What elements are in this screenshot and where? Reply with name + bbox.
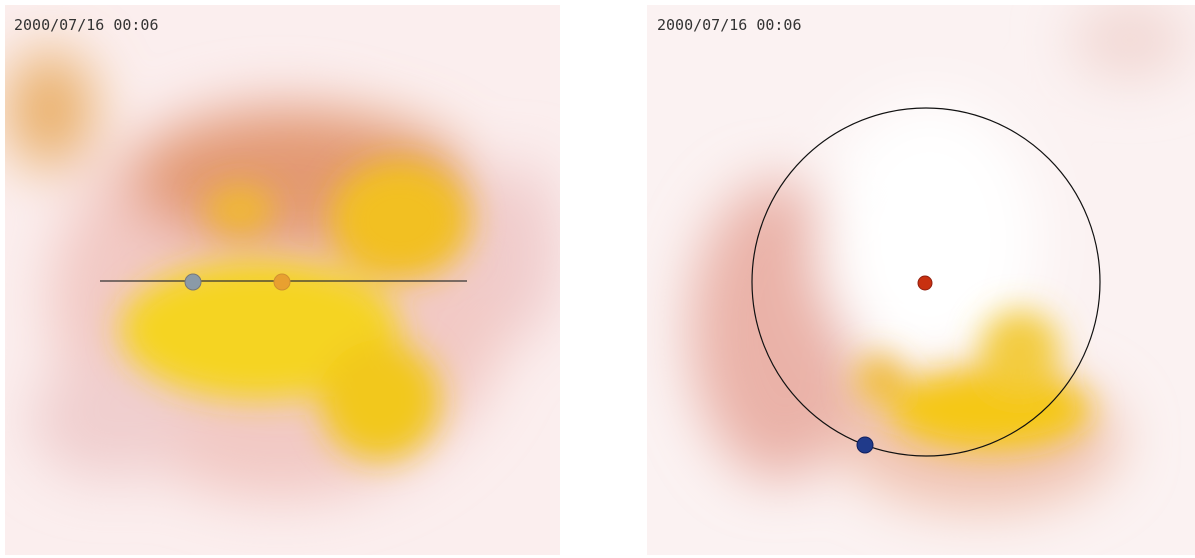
right-panel: 2000/07/16 00:06	[647, 5, 1195, 555]
selection-circle[interactable]	[751, 107, 1101, 457]
handle[interactable]	[184, 273, 202, 291]
timestamp: 2000/07/16 00:06	[657, 16, 802, 34]
left-panel: 2000/07/16 00:06	[5, 5, 560, 555]
timestamp: 2000/07/16 00:06	[14, 16, 159, 34]
radius-handle[interactable]	[856, 436, 874, 454]
handle[interactable]	[273, 273, 291, 291]
center-handle[interactable]	[917, 275, 933, 291]
